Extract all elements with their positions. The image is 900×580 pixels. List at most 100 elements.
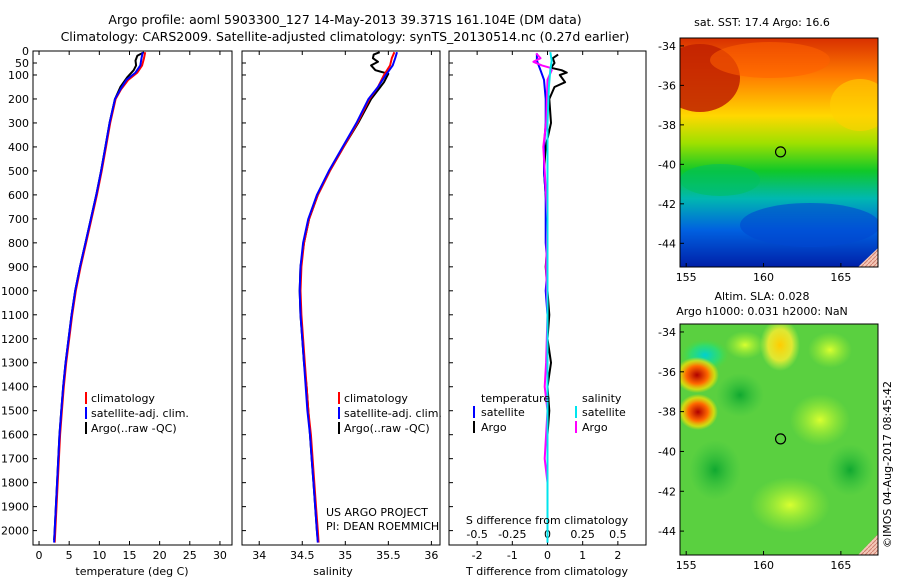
y-tick-label: 100: [8, 69, 29, 82]
series-line-satellite-adj-clim-: [298, 51, 398, 543]
s-tick-label: 0.5: [609, 528, 627, 541]
y-tick-label: 800: [8, 237, 29, 250]
lon-tick-label: 165: [830, 271, 851, 284]
y-tick-label: 1600: [1, 429, 29, 442]
y-tick-label: 1500: [1, 405, 29, 418]
y-tick-label: 2000: [1, 525, 29, 538]
y-tick-label: 300: [8, 117, 29, 130]
legend-satellite-label: satellite-adj. clim.: [91, 407, 189, 420]
s-tick-label: -0.5: [466, 528, 487, 541]
y-tick-label: 900: [8, 261, 29, 274]
x-tick-label: 1: [579, 549, 586, 562]
s-difference-axis-label: S difference from climatology: [466, 514, 629, 527]
lat-tick-label: -34: [658, 326, 676, 339]
sst-field: [680, 38, 878, 267]
x-tick-label: -2: [472, 549, 483, 562]
y-tick-label: 1000: [1, 285, 29, 298]
lat-tick-label: -40: [658, 445, 676, 458]
x-tick-label: 34: [252, 549, 266, 562]
sla-peak: [680, 394, 718, 430]
project-name: US ARGO PROJECT: [326, 506, 428, 519]
sst-map-axes: 155 160 165 -34 -36 -38 -40 -42 -44: [658, 40, 851, 284]
x-tick-label: 0: [544, 549, 551, 562]
figure-title-line1: Argo profile: aoml 5903300_127 14-May-20…: [108, 12, 581, 27]
sst-warm-band: [710, 42, 830, 78]
lon-tick-label: 160: [753, 271, 774, 284]
y-tick-label: 1300: [1, 357, 29, 370]
sla-patch: [826, 444, 874, 496]
sla-high-patch: [760, 324, 800, 371]
y-tick-label: 1400: [1, 381, 29, 394]
x-tick-label: 20: [153, 549, 167, 562]
sla-map-title: Altim. SLA: 0.028: [714, 290, 809, 303]
legend-argo-label: Argo(..raw -QC): [344, 422, 430, 435]
salinity-axis: 34 34.5 35 35.5 36: [242, 50, 438, 562]
lon-tick-label: 165: [830, 559, 851, 572]
sst-map-panel: sat. SST: 17.4 Argo: 16.6 155 160 165 -34 -3…: [658, 16, 879, 284]
sla-field: [680, 324, 878, 555]
lon-tick-label: 155: [676, 271, 697, 284]
temperature-panel: 0501002003004005006007008009001000110012…: [1, 45, 233, 578]
lat-tick-label: -42: [658, 485, 676, 498]
series-line-salinity-satellite: [546, 52, 553, 543]
legend-s-satellite-label: satellite: [582, 406, 626, 419]
s-tick-label: -0.25: [498, 528, 526, 541]
legend-salinity-header: salinity: [582, 392, 622, 405]
legend-t-argo-label: Argo: [481, 421, 507, 434]
x-tick-label: 5: [66, 549, 73, 562]
x-tick-label: 36: [424, 549, 438, 562]
legend-s-argo-label: Argo: [582, 421, 608, 434]
s-tick-label: 0.25: [570, 528, 595, 541]
y-tick-label: 600: [8, 189, 29, 202]
lat-tick-label: -38: [658, 406, 676, 419]
x-tick-label: 35.5: [376, 549, 401, 562]
lat-tick-label: -34: [658, 40, 676, 53]
lat-tick-label: -36: [658, 79, 676, 92]
legend-argo-label: Argo(..raw -QC): [91, 422, 177, 435]
lat-tick-label: -42: [658, 198, 676, 211]
y-tick-label: 1900: [1, 501, 29, 514]
x-tick-label: -1: [507, 549, 518, 562]
argo-float-marker: [774, 433, 787, 445]
lat-tick-label: -40: [658, 158, 676, 171]
figure-title-line2: Climatology: CARS2009. Satellite-adjuste…: [61, 29, 630, 44]
salinity-legend: climatology satellite-adj. clim. Argo(..…: [338, 392, 442, 435]
y-tick-label: 50: [15, 57, 29, 70]
x-tick-label: 15: [122, 549, 136, 562]
sla-patch: [725, 331, 765, 359]
series-line-salinity-argo: [532, 52, 553, 541]
lat-tick-label: -36: [658, 366, 676, 379]
y-tick-label: 400: [8, 141, 29, 154]
legend-temperature-header: temperature: [481, 392, 550, 405]
sla-patch: [790, 394, 850, 446]
lat-tick-label: -38: [658, 119, 676, 132]
legend-t-satellite-label: satellite: [481, 406, 525, 419]
salinity-series: [298, 51, 398, 543]
difference-panel: -2 -1 0 1 2 -0.5 -0.25 0 0.25 0.5 S difference f…: [448, 50, 647, 578]
difference-series: [532, 52, 568, 543]
series-line-satellite-adj-clim-: [53, 51, 144, 543]
y-tick-label: 1200: [1, 333, 29, 346]
temperature-axis-label: temperature (deg C): [75, 565, 188, 578]
sla-map-frame: [679, 323, 879, 556]
t-difference-axis-label: T difference from climatology: [465, 565, 628, 578]
y-tick-label: 500: [8, 165, 29, 178]
y-tick-label: 200: [8, 93, 29, 106]
y-tick-label: 0: [22, 45, 29, 58]
x-tick-label: 34.5: [290, 549, 315, 562]
temperature-plot-frame: [32, 50, 233, 546]
lon-tick-label: 155: [676, 559, 697, 572]
x-tick-label: 30: [213, 549, 227, 562]
y-tick-label: 1700: [1, 453, 29, 466]
sst-green-patch: [680, 164, 760, 196]
project-pi: PI: DEAN ROEMMICH: [326, 520, 439, 533]
temperature-series: [53, 51, 147, 543]
legend-satellite-label: satellite-adj. clim.: [344, 407, 442, 420]
temperature-axis: 0 5 10 15 20 25 30: [36, 51, 227, 562]
x-tick-label: 0: [36, 549, 43, 562]
x-tick-label: 2: [614, 549, 621, 562]
sla-map-subtitle: Argo h1000: 0.031 h2000: NaN: [676, 305, 848, 318]
legend-climatology-label: climatology: [344, 392, 408, 405]
x-tick-label: 10: [92, 549, 106, 562]
